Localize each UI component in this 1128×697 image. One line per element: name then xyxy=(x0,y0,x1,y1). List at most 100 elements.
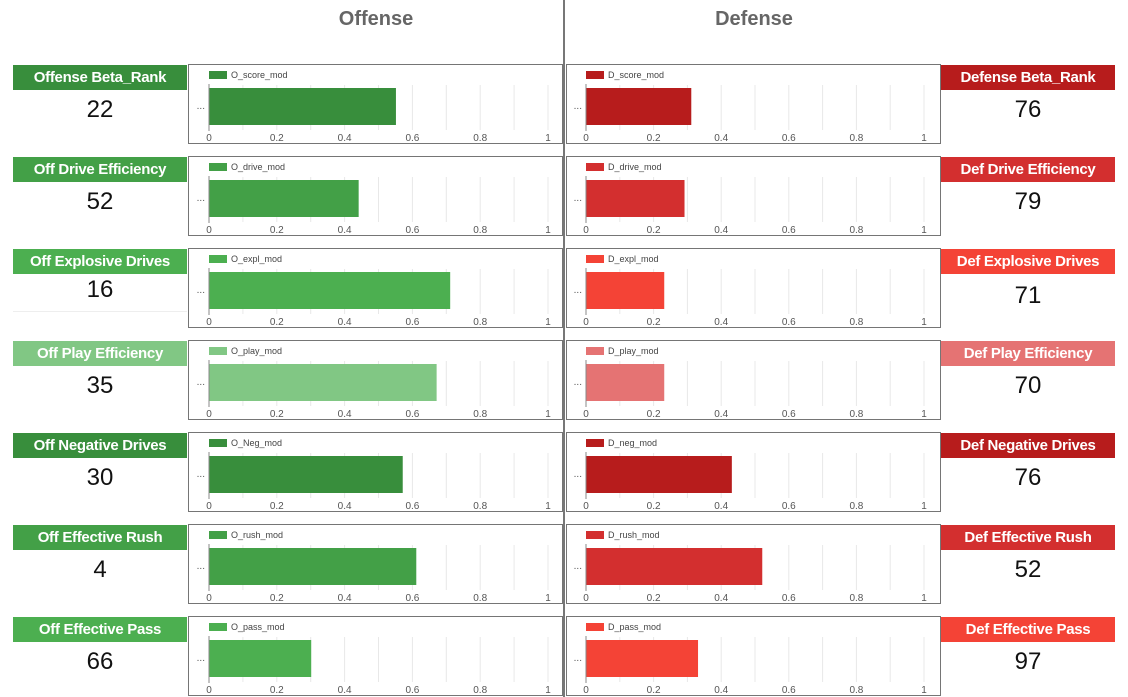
category-label: ... xyxy=(197,285,205,296)
separator-line xyxy=(13,311,187,312)
x-tick-label: 0 xyxy=(206,225,212,236)
x-tick-label: 0.6 xyxy=(405,593,419,604)
x-tick-label: 0 xyxy=(206,685,212,696)
offense-chart-svg: ... 0 0.2 0.4 0.6 0.8 1 O_drive_mod xyxy=(197,162,552,236)
offense-metric-label: Off Drive Efficiency xyxy=(13,157,187,182)
offense-header: Offense xyxy=(338,8,414,30)
x-tick-label: 1 xyxy=(545,685,551,696)
x-tick-label: 0.2 xyxy=(270,225,284,236)
defense-rank-value: 79 xyxy=(1014,188,1042,215)
x-tick-label: 0.4 xyxy=(338,133,352,144)
x-tick-label: 1 xyxy=(545,133,551,144)
bar-D_rush_mod[interactable] xyxy=(586,548,763,585)
x-tick-label: 0.8 xyxy=(849,685,863,696)
x-tick-label: 0.4 xyxy=(338,593,352,604)
bar-O_score_mod[interactable] xyxy=(209,88,396,125)
x-tick-label: 0.6 xyxy=(782,685,796,696)
legend-label: O_rush_mod xyxy=(231,530,283,540)
category-label: ... xyxy=(574,193,582,204)
x-tick-label: 0.2 xyxy=(647,409,661,420)
x-tick-label: 0.4 xyxy=(714,685,728,696)
x-tick-label: 0.6 xyxy=(782,317,796,328)
offense-chart-O_drive_mod: ... 0 0.2 0.4 0.6 0.8 1 O_drive_mod xyxy=(188,156,563,236)
x-tick-label: 0 xyxy=(583,133,589,144)
legend-label: D_score_mod xyxy=(608,70,664,80)
bar-D_neg_mod[interactable] xyxy=(586,456,732,493)
x-tick-label: 1 xyxy=(921,685,927,696)
center-divider xyxy=(563,0,565,697)
defense-chart-svg: ... 0 0.2 0.4 0.6 0.8 1 D_rush_mod xyxy=(574,530,928,604)
x-tick-label: 0.2 xyxy=(647,593,661,604)
x-tick-label: 1 xyxy=(545,317,551,328)
offense-chart-svg: ... 0 0.2 0.4 0.6 0.8 1 O_expl_mod xyxy=(197,254,552,328)
legend-swatch xyxy=(586,347,604,355)
bar-D_play_mod[interactable] xyxy=(586,364,665,401)
category-label: ... xyxy=(197,377,205,388)
defense-rank-value: 71 xyxy=(1014,282,1042,309)
offense-rank-value: 30 xyxy=(86,464,114,491)
offense-chart-O_expl_mod: ... 0 0.2 0.4 0.6 0.8 1 O_expl_mod xyxy=(188,248,563,328)
defense-chart-svg: ... 0 0.2 0.4 0.6 0.8 1 D_neg_mod xyxy=(574,438,928,512)
x-tick-label: 1 xyxy=(921,225,927,236)
x-tick-label: 0.6 xyxy=(782,593,796,604)
x-tick-label: 0.4 xyxy=(714,225,728,236)
legend-swatch xyxy=(209,163,227,171)
bar-O_drive_mod[interactable] xyxy=(209,180,359,217)
bar-O_expl_mod[interactable] xyxy=(209,272,451,309)
x-tick-label: 0.6 xyxy=(782,133,796,144)
defense-chart-svg: ... 0 0.2 0.4 0.6 0.8 1 D_drive_mod xyxy=(574,162,928,236)
x-tick-label: 0.4 xyxy=(714,409,728,420)
legend-swatch xyxy=(209,347,227,355)
bar-D_expl_mod[interactable] xyxy=(586,272,665,309)
legend-label: O_Neg_mod xyxy=(231,438,282,448)
defense-rank-value: 76 xyxy=(1014,464,1042,491)
category-label: ... xyxy=(574,561,582,572)
x-tick-label: 0.8 xyxy=(473,593,487,604)
legend-label: O_expl_mod xyxy=(231,254,282,264)
x-tick-label: 0.4 xyxy=(338,225,352,236)
bar-D_drive_mod[interactable] xyxy=(586,180,685,217)
x-tick-label: 0.2 xyxy=(647,133,661,144)
offense-chart-svg: ... 0 0.2 0.4 0.6 0.8 1 O_pass_mod xyxy=(197,622,552,696)
legend-swatch xyxy=(209,71,227,79)
x-tick-label: 0.6 xyxy=(782,409,796,420)
x-tick-label: 0.2 xyxy=(270,409,284,420)
offense-chart-svg: ... 0 0.2 0.4 0.6 0.8 1 O_rush_mod xyxy=(197,530,552,604)
offense-metric-label: Off Play Efficiency xyxy=(13,341,187,366)
defense-chart-D_neg_mod: ... 0 0.2 0.4 0.6 0.8 1 D_neg_mod xyxy=(566,432,941,512)
legend-swatch xyxy=(586,531,604,539)
bar-O_rush_mod[interactable] xyxy=(209,548,417,585)
bar-D_pass_mod[interactable] xyxy=(586,640,699,677)
x-tick-label: 0.8 xyxy=(849,593,863,604)
x-tick-label: 0.4 xyxy=(338,317,352,328)
bar-O_Neg_mod[interactable] xyxy=(209,456,403,493)
x-tick-label: 0 xyxy=(583,593,589,604)
offense-rank-value: 52 xyxy=(86,188,114,215)
bar-O_pass_mod[interactable] xyxy=(209,640,312,677)
defense-chart-D_score_mod: ... 0 0.2 0.4 0.6 0.8 1 D_score_mod xyxy=(566,64,941,144)
x-tick-label: 0.6 xyxy=(782,225,796,236)
category-label: ... xyxy=(574,285,582,296)
category-label: ... xyxy=(574,101,582,112)
defense-chart-D_drive_mod: ... 0 0.2 0.4 0.6 0.8 1 D_drive_mod xyxy=(566,156,941,236)
x-tick-label: 0.4 xyxy=(338,409,352,420)
x-tick-label: 0.8 xyxy=(849,225,863,236)
x-tick-label: 0 xyxy=(583,225,589,236)
defense-chart-D_expl_mod: ... 0 0.2 0.4 0.6 0.8 1 D_expl_mod xyxy=(566,248,941,328)
x-tick-label: 0.6 xyxy=(405,317,419,328)
x-tick-label: 0.2 xyxy=(647,501,661,512)
x-tick-label: 0.6 xyxy=(405,225,419,236)
x-tick-label: 0 xyxy=(206,501,212,512)
bar-O_play_mod[interactable] xyxy=(209,364,437,401)
defense-chart-svg: ... 0 0.2 0.4 0.6 0.8 1 D_score_mod xyxy=(574,70,928,144)
x-tick-label: 1 xyxy=(921,317,927,328)
x-tick-label: 0 xyxy=(206,317,212,328)
bar-D_score_mod[interactable] xyxy=(586,88,692,125)
x-tick-label: 0.6 xyxy=(405,409,419,420)
category-label: ... xyxy=(574,653,582,664)
offense-metric-label: Off Effective Rush xyxy=(13,525,187,550)
x-tick-label: 0.4 xyxy=(338,501,352,512)
category-label: ... xyxy=(574,377,582,388)
defense-metric-label: Def Effective Pass xyxy=(941,617,1115,642)
offense-chart-O_play_mod: ... 0 0.2 0.4 0.6 0.8 1 O_play_mod xyxy=(188,340,563,420)
